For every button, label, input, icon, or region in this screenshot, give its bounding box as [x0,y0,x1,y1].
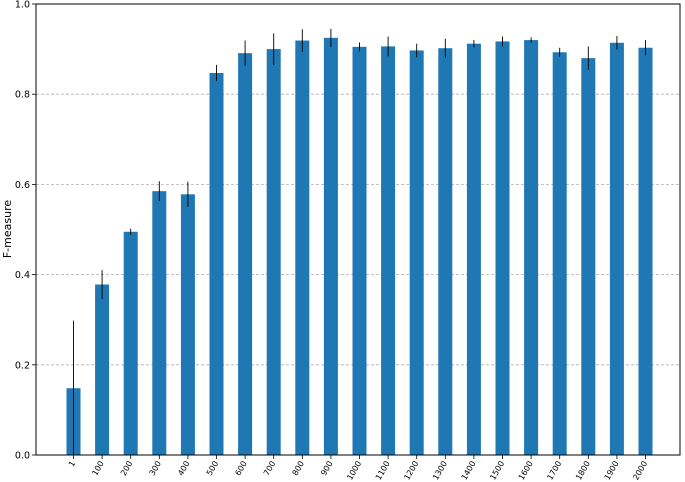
plot-frame [35,3,681,456]
bar [180,194,195,455]
bar [552,52,567,456]
x-tick-label: 500 [205,460,220,478]
x-tick-label: 300 [148,460,163,478]
y-tick-label: 0.6 [15,180,30,191]
x-tick-label: 900 [319,460,334,478]
bar [466,43,481,456]
bar [581,58,596,456]
x-tick-label: 200 [119,460,134,478]
x-tick-label: 700 [262,460,277,478]
bar [152,191,167,456]
x-tick-label: 1700 [545,460,563,482]
error-bars [73,28,646,455]
x-axis: 1 100 200 300 400 500 600 700 800 900 1000 1100 1200… [67,455,649,482]
bar [123,231,138,455]
y-tick-label: 0.0 [15,451,30,462]
bar [638,47,653,455]
bar [524,40,539,456]
x-tick-label: 1300 [431,460,449,482]
bar [381,46,396,455]
x-tick-label: 800 [291,460,306,478]
x-tick-label: 1400 [460,460,478,482]
x-tick-label: 1800 [574,460,592,482]
x-tick-label: 1600 [517,460,535,482]
bar [352,46,367,455]
bar [409,50,424,455]
bar [609,42,624,455]
bar [295,40,310,455]
x-tick-label: 1900 [603,460,621,482]
x-tick-label: 2000 [631,460,649,482]
bar [323,37,338,455]
x-tick-label: 1100 [374,460,392,482]
y-axis-label: F-measure [1,200,14,259]
axes [35,3,681,456]
x-tick-label: 1000 [345,460,363,482]
bar [438,48,453,455]
y-tick-label: 1.0 [15,0,30,11]
x-tick-label: 400 [176,460,191,478]
bar [95,284,110,455]
x-tick-label: 1 [67,460,77,469]
bar [238,53,253,456]
y-tick-label: 0.2 [15,360,30,371]
x-tick-label: 600 [233,460,248,478]
bar [209,73,224,456]
y-tick-label: 0.8 [15,90,30,101]
y-tick-label: 0.4 [15,270,30,281]
bar [266,49,281,455]
x-tick-label: 1500 [488,460,506,482]
x-tick-label: 100 [90,460,105,478]
x-tick-label: 1200 [402,460,420,482]
bar [495,41,510,456]
y-axis: 0.0 0.2 0.4 0.6 0.8 1.0 [15,0,36,462]
bars [66,37,653,456]
